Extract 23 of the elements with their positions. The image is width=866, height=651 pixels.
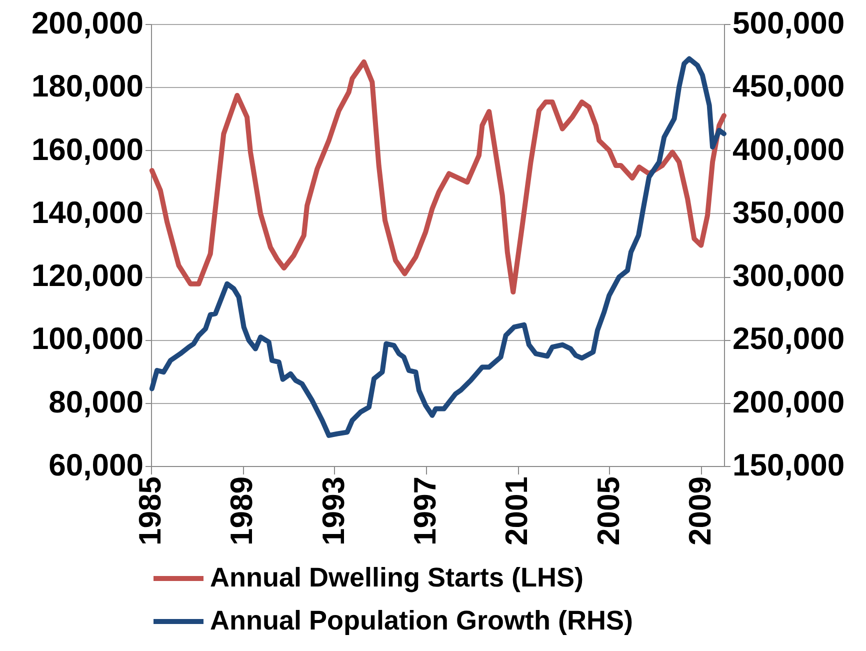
y-tick-label: 120,000 <box>31 258 144 294</box>
y2-tick-label: 450,000 <box>732 68 845 104</box>
x-tick-label: 1997 <box>408 476 443 546</box>
x-tick-label: 2005 <box>590 476 626 546</box>
y-tick-label: 200,000 <box>31 6 144 40</box>
y-tick-label: 160,000 <box>31 132 144 167</box>
y2-tick-label: 250,000 <box>732 321 845 356</box>
legend-label: Annual Dwelling Starts (LHS) <box>210 562 584 592</box>
y2-tick-label: 300,000 <box>732 258 845 294</box>
y2-tick-label: 200,000 <box>732 384 845 420</box>
x-tick-label: 2009 <box>682 476 718 546</box>
x-tick-label: 1989 <box>224 476 260 546</box>
y2-tick-label: 500,000 <box>732 6 845 40</box>
y2-tick-label: 350,000 <box>732 194 845 230</box>
y-tick-label: 80,000 <box>48 384 144 420</box>
y-tick-label: 180,000 <box>31 68 144 104</box>
y2-tick-label: 400,000 <box>732 132 845 167</box>
y-tick-label: 100,000 <box>31 321 144 356</box>
y2-tick-label: 150,000 <box>732 448 845 482</box>
x-tick-label: 1993 <box>316 476 351 546</box>
y-tick-label: 140,000 <box>31 194 144 230</box>
x-tick-label: 2001 <box>499 476 534 546</box>
legend-label: Annual Population Growth (RHS) <box>210 606 633 636</box>
